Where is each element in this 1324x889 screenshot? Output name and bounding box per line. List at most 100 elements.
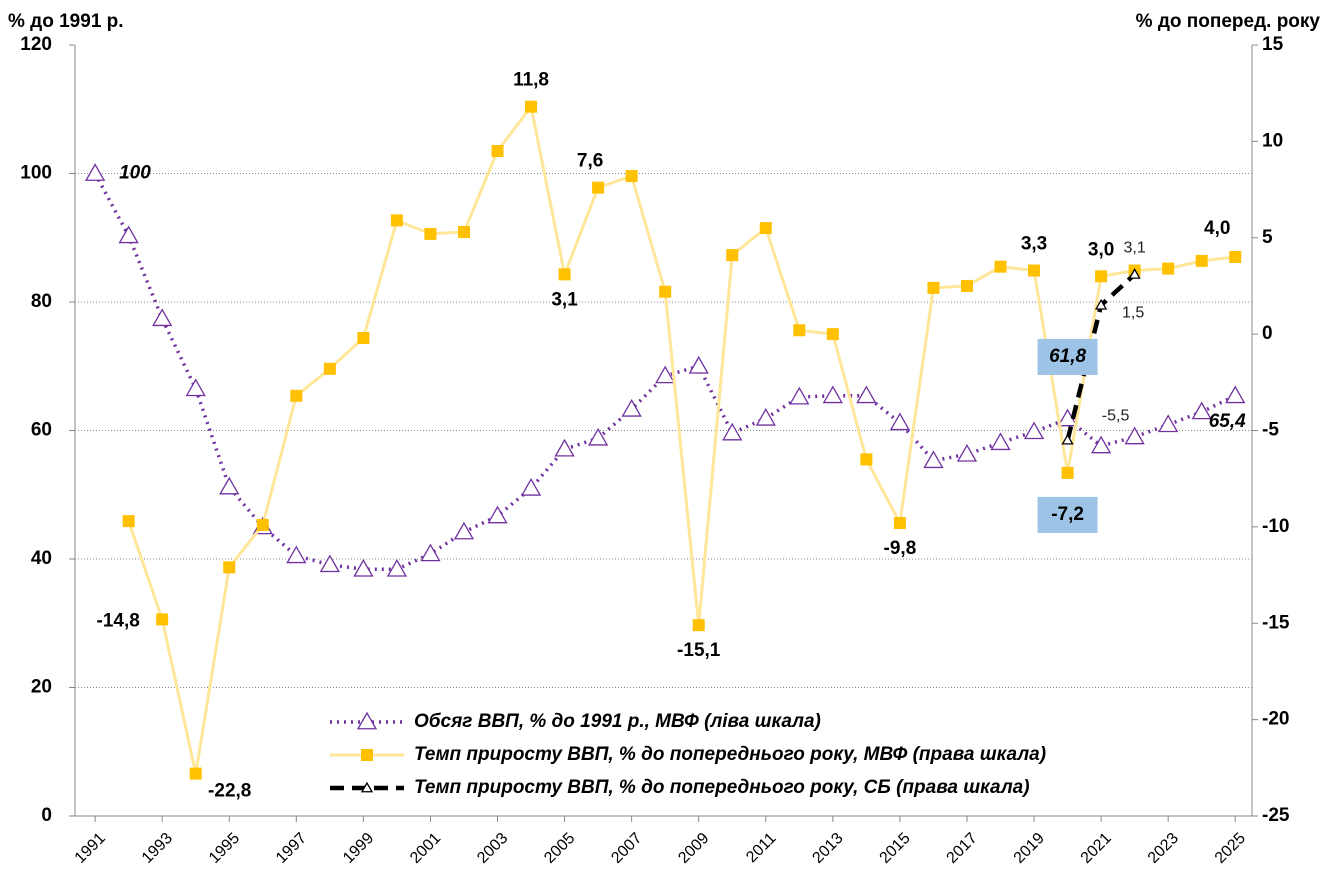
data-point — [185, 378, 206, 397]
y2-axis-title: % до поперед. року — [1136, 11, 1321, 32]
data-point — [990, 432, 1011, 451]
data-point — [692, 619, 705, 632]
data-label: -7,2 — [1051, 504, 1084, 525]
data-point — [592, 181, 605, 194]
data-point — [554, 438, 575, 457]
x-tick-label: 2025 — [1212, 830, 1249, 867]
data-point — [122, 515, 135, 528]
data-point — [487, 505, 508, 524]
data-label: 3,3 — [1021, 234, 1047, 255]
data-point — [856, 385, 877, 404]
data-point — [1162, 262, 1175, 275]
data-point — [625, 170, 638, 183]
y2-tick-label: 15 — [1262, 34, 1284, 55]
data-point — [1023, 421, 1045, 440]
x-tick-label: 2003 — [474, 830, 511, 867]
data-point — [558, 268, 571, 281]
y-tick-label: 80 — [31, 291, 52, 312]
data-point — [1061, 433, 1074, 445]
data-point — [1124, 426, 1145, 445]
y-tick-label: 0 — [41, 805, 52, 826]
data-point — [319, 554, 340, 573]
data-point — [893, 517, 906, 530]
data-point — [290, 389, 303, 402]
data-point — [1028, 264, 1041, 277]
data-point — [860, 453, 873, 466]
x-tick-label: 2009 — [675, 830, 712, 867]
x-tick-label: 2007 — [608, 830, 645, 867]
data-point — [759, 222, 772, 235]
data-point — [1090, 435, 1112, 454]
x-tick-label: 2005 — [541, 830, 578, 867]
x-tick-label: 2021 — [1078, 830, 1115, 867]
data-label: 61,8 — [1049, 346, 1086, 367]
legend-marker — [356, 711, 378, 730]
data-label: 3,1 — [1124, 240, 1146, 257]
data-label: -14,8 — [97, 610, 140, 631]
data-point — [189, 767, 202, 780]
y2-tick-label: 5 — [1262, 227, 1273, 248]
label-box — [1037, 496, 1098, 533]
data-label: -9,8 — [884, 538, 917, 559]
x-tick-label: 2011 — [743, 830, 779, 866]
y2-tick-label: -20 — [1262, 709, 1289, 730]
y2-tick-label: -10 — [1262, 516, 1289, 537]
x-tick-label: 1997 — [273, 830, 310, 867]
data-point — [1229, 251, 1242, 264]
label-box — [1037, 338, 1098, 375]
data-point — [655, 365, 676, 384]
data-point — [960, 279, 973, 292]
data-point — [726, 249, 739, 262]
y-tick-label: 40 — [31, 548, 52, 569]
data-point — [424, 227, 437, 240]
y-tick-label: 120 — [20, 34, 52, 55]
x-tick-label: 2019 — [1011, 830, 1048, 867]
data-point — [520, 478, 542, 496]
data-point — [286, 545, 307, 564]
data-point — [223, 561, 236, 574]
data-point — [1191, 401, 1212, 420]
data-label: -5,5 — [1102, 407, 1130, 424]
data-point — [525, 100, 538, 113]
data-point — [386, 558, 408, 577]
y2-tick-label: -25 — [1262, 805, 1290, 826]
y-axis-title: % до 1991 р. — [8, 11, 124, 32]
data-point — [1225, 385, 1246, 404]
data-point — [889, 412, 911, 431]
y-tick-label: 60 — [31, 420, 52, 441]
data-label: 3,1 — [551, 289, 578, 310]
y2-tick-label: -5 — [1262, 420, 1279, 441]
data-point — [390, 214, 403, 227]
data-point — [118, 225, 139, 244]
x-tick-label: 2023 — [1145, 830, 1182, 867]
data-point — [826, 328, 839, 341]
data-point — [256, 518, 269, 531]
data-point — [1158, 414, 1179, 433]
legend-label: Темп приросту ВВП, % до попереднього рок… — [414, 744, 1046, 765]
data-point — [587, 427, 609, 446]
data-point — [994, 260, 1007, 273]
data-point — [688, 355, 709, 374]
y-tick-label: 20 — [31, 677, 52, 698]
y2-tick-label: 10 — [1262, 130, 1283, 151]
data-point — [659, 285, 672, 298]
data-point — [457, 225, 470, 238]
x-tick-label: 1991 — [72, 830, 109, 867]
data-label: 1,5 — [1122, 304, 1144, 321]
data-point — [491, 145, 504, 158]
data-point — [822, 385, 843, 404]
x-tick-label: 2017 — [944, 830, 981, 867]
data-label: 7,6 — [577, 151, 603, 172]
data-point — [1095, 270, 1108, 283]
data-point — [923, 450, 944, 469]
legend-label: Обсяг ВВП, % до 1991 р., МВФ (ліва шкала… — [414, 711, 821, 732]
data-point — [1061, 466, 1074, 479]
data-point — [156, 613, 169, 626]
data-point — [357, 331, 370, 344]
data-point — [789, 386, 810, 405]
data-point — [453, 521, 475, 540]
data-point — [1128, 268, 1141, 279]
data-label: 100 — [119, 163, 151, 184]
data-point — [927, 281, 940, 294]
